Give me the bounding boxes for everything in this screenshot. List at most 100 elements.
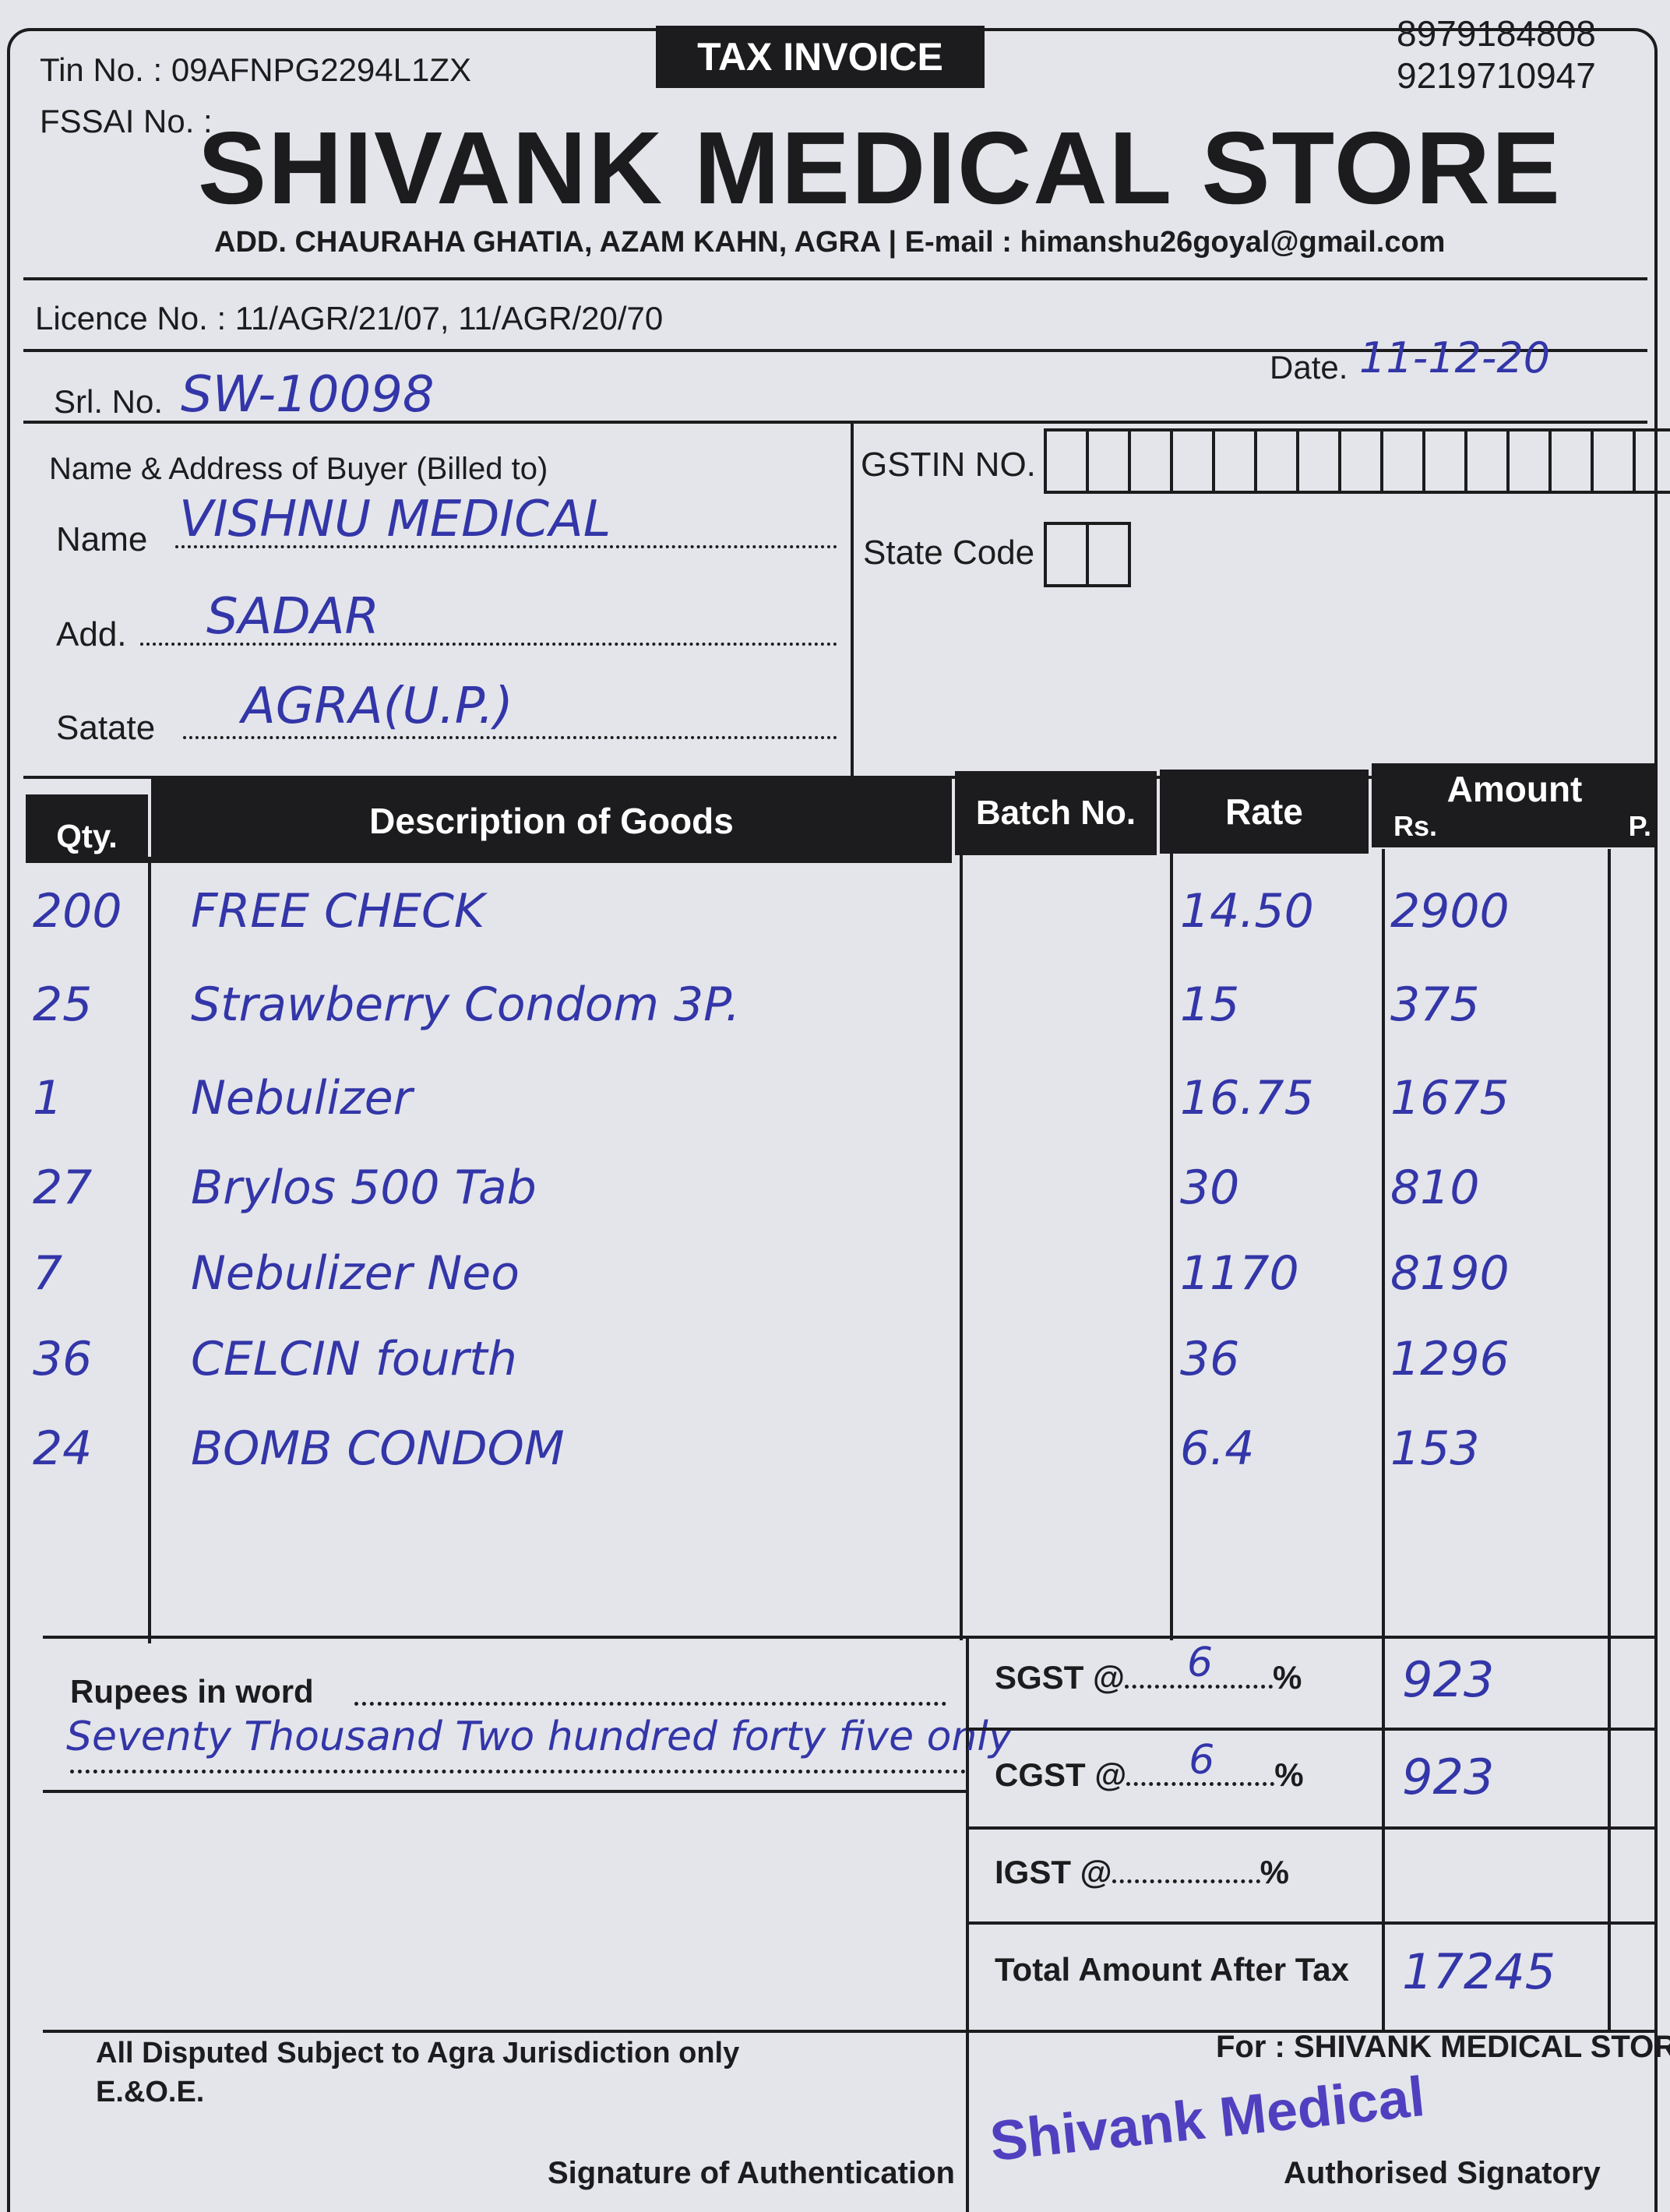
gstin-box[interactable] [1173,428,1215,494]
gstin-box[interactable] [1257,428,1299,494]
percent-sign: % [1274,1756,1304,1793]
cell-qty: 36 [33,1332,93,1386]
header-p: P. [1628,810,1651,842]
cgst-value[interactable]: 923 [1402,1749,1495,1805]
cell-qty: 24 [33,1421,93,1476]
cgst-label-text: CGST @ [995,1756,1127,1793]
cell-rate: 16.75 [1180,1071,1314,1125]
gstin-box[interactable] [1510,428,1552,494]
srl-value: SW-10098 [181,366,435,424]
rate-dotted-line [1112,1879,1260,1883]
buyer-state[interactable]: AGRA(U.P.) [241,678,513,735]
for-store-label: For : SHIVANK MEDICAL STORE [1216,2030,1670,2064]
divider [966,1728,1658,1731]
rate-dotted-line: 6 [1124,1640,1273,1689]
cell-rate: 36 [1180,1332,1240,1386]
name-dotted-line [175,545,837,548]
gstin-box[interactable] [1215,428,1257,494]
divider [23,349,1647,352]
gstin-box[interactable] [1131,428,1173,494]
gstin-boxes[interactable] [1044,428,1670,494]
signature-of-authentication: Signature of Authentication [548,2156,955,2190]
cell-desc: BOMB CONDOM [191,1421,565,1476]
percent-sign: % [1272,1659,1302,1696]
cell-qty: 27 [33,1161,93,1215]
rupees-in-word-value[interactable]: Seventy Thousand Two hundred forty five … [66,1714,1013,1760]
percent-sign: % [1260,1854,1289,1890]
cell-rate: 30 [1180,1161,1240,1215]
store-name: SHIVANK MEDICAL STORE [198,111,1562,225]
sgst-label: SGST @ 6% [995,1640,1302,1696]
cell-desc: CELCIN fourth [191,1332,517,1386]
cell-rate: 15 [1180,977,1240,1032]
rupees-in-word-label: Rupees in word [70,1673,314,1710]
divider [23,776,1658,779]
sgst-rate[interactable]: 6 [1186,1640,1214,1686]
state-dotted-line [183,736,837,739]
state-code-boxes[interactable] [1044,522,1131,587]
cell-qty: 1 [33,1071,63,1125]
cell-rate: 14.50 [1180,884,1314,939]
divider [43,1790,966,1793]
gstin-box[interactable] [1383,428,1425,494]
total-label: Total Amount After Tax [995,1951,1349,1988]
divider [966,1921,1658,1925]
add-dotted-line [140,643,837,646]
total-label-text: Total Amount After Tax [995,1951,1349,1988]
divider [23,277,1647,280]
cell-desc: FREE CHECK [191,884,485,939]
buyer-address[interactable]: SADAR [206,588,379,646]
cell-amount: 375 [1390,977,1480,1032]
divider [43,1636,1658,1639]
phone-1: 8979184808 [1397,13,1596,54]
igst-label: IGST @% [995,1854,1289,1891]
cell-qty: 200 [33,884,122,939]
state-code-label: State Code [863,534,1035,572]
divider [43,2030,1658,2033]
divider [966,1826,1658,1830]
licence-number: Licence No. : 11/AGR/21/07, 11/AGR/20/70 [35,300,664,336]
gstin-box[interactable] [1299,428,1341,494]
words-dotted-line [354,1702,946,1706]
cell-rate: 1170 [1180,1246,1299,1301]
tin-number: Tin No. : 09AFNPG2294L1ZX [40,51,472,88]
gstin-box[interactable] [1636,428,1670,494]
column-line [1382,849,1385,2033]
gstin-box[interactable] [1044,428,1089,494]
date-label: Date. [1270,349,1348,386]
cell-amount: 1675 [1390,1071,1510,1125]
gstin-box[interactable] [1552,428,1594,494]
gstin-box[interactable] [1594,428,1636,494]
sgst-label-text: SGST @ [995,1659,1125,1696]
divider [851,421,854,776]
gstin-box[interactable] [1341,428,1383,494]
gstin-box[interactable] [1467,428,1510,494]
jurisdiction-note: All Disputed Subject to Agra Jurisdictio… [96,2037,740,2069]
cell-desc: Nebulizer [191,1071,413,1125]
srl-label: Srl. No. [54,383,164,420]
cell-desc: Strawberry Condom 3P. [191,977,741,1032]
gstin-box[interactable] [1425,428,1467,494]
column-line [148,857,151,1643]
column-line [1608,849,1611,2033]
cgst-rate[interactable]: 6 [1189,1737,1215,1784]
name-label: Name [56,520,148,558]
cell-amount: 153 [1390,1421,1480,1476]
column-line [960,854,963,1640]
buyer-name[interactable]: VISHNU MEDICAL [179,491,611,548]
sgst-value[interactable]: 923 [1402,1651,1495,1708]
state-label: Satate [56,709,156,747]
cell-amount: 8190 [1390,1246,1510,1301]
divider [23,421,1647,424]
cell-qty: 7 [33,1246,63,1301]
fssai-number: FSSAI No. : [40,103,213,139]
gstin-box[interactable] [1089,428,1131,494]
cell-amount: 1296 [1390,1332,1510,1386]
cell-desc: Nebulizer Neo [191,1246,520,1301]
total-value[interactable]: 17245 [1402,1943,1556,2000]
phone-2: 9219710947 [1397,55,1596,96]
authorised-signatory: Authorised Signatory [1284,2156,1601,2190]
eoe-note: E.&O.E. [96,2076,205,2108]
cgst-label: CGST @ 6% [995,1737,1304,1794]
